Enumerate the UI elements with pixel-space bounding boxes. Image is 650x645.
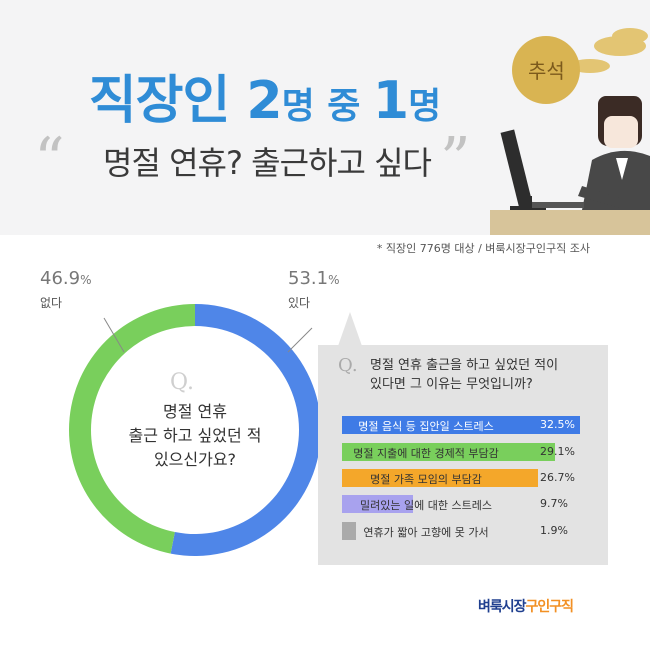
- bar-fill: [342, 522, 356, 540]
- bar-label: 밀려있는 일에 대한 스트레스: [360, 499, 492, 512]
- open-quote-mark: “: [34, 125, 65, 195]
- panel-question-line: 명절 연휴 출근을 하고 싶었던 적이: [370, 358, 559, 373]
- yes-label: 있다: [288, 296, 311, 310]
- bar-row: 명절 음식 등 집안일 스트레스 32.5%: [342, 416, 588, 434]
- bar-label: 명절 지출에 대한 경제적 부담감: [353, 447, 499, 460]
- bar-fill: [342, 443, 556, 461]
- logo-part: 구인구직: [525, 599, 575, 615]
- keyboard-icon: [532, 202, 584, 208]
- monitor-icon: [500, 129, 546, 211]
- headline-part: 명: [408, 86, 442, 127]
- bar-value: 9.7%: [540, 497, 568, 510]
- worker-arm: [578, 186, 620, 208]
- headline-part: 명 중: [281, 86, 373, 127]
- donut-question: 명절 연휴 출근 하고 싶었던 적 있으신가요?: [95, 400, 295, 472]
- bar-value: 29.1%: [540, 445, 575, 458]
- office-worker-illustration: 추석: [490, 28, 650, 235]
- no-value: 46.9: [40, 268, 81, 289]
- panel-question-mark: Q.: [338, 355, 358, 376]
- donut-chart: [68, 304, 321, 556]
- donut-slice-no: [68, 304, 195, 554]
- bar-row: 연휴가 짧아 고향에 못 가서 1.9%: [342, 522, 588, 540]
- bar-fill: [342, 495, 414, 513]
- yes-unit: %: [328, 273, 340, 287]
- moon-badge-icon: [512, 36, 580, 104]
- no-unit: %: [80, 273, 92, 287]
- bar-value: 26.7%: [540, 471, 575, 484]
- headline-part: 1: [372, 71, 409, 131]
- donut-question-line: 출근 하고 싶었던 적: [128, 426, 262, 445]
- bar-row: 명절 가족 모임의 부담감 26.7%: [342, 469, 588, 487]
- badge-label: 추석: [528, 59, 565, 83]
- desk: [490, 210, 650, 235]
- bar-value: 32.5%: [540, 418, 575, 431]
- cloud-decoration: [570, 28, 648, 73]
- panel-question: 명절 연휴 출근을 하고 싶었던 적이 있다면 그 이유는 무엇입니까?: [370, 356, 590, 394]
- no-label: 없다: [40, 296, 63, 310]
- donut-slice-yes: [170, 304, 321, 556]
- worker-head: [598, 96, 642, 148]
- leader-line: [103, 317, 125, 353]
- donut-question-mark: Q.: [170, 370, 194, 395]
- worker-shirt: [616, 158, 628, 180]
- bar-label: 명절 가족 모임의 부담감: [370, 473, 482, 486]
- panel-pointer: [338, 312, 362, 346]
- headline-part: 직장인 2: [88, 71, 283, 131]
- bar-row: 밀려있는 일에 대한 스트레스 9.7%: [342, 495, 588, 513]
- yes-value: 53.1: [288, 268, 329, 289]
- bar-value: 1.9%: [540, 524, 568, 537]
- bar-fill: [342, 416, 580, 434]
- no-percentage: 46.9%: [40, 268, 91, 289]
- bar-label: 연휴가 짧아 고향에 못 가서: [363, 526, 489, 539]
- panel-question-line: 있다면 그 이유는 무엇입니까?: [370, 377, 533, 392]
- donut-question-line: 명절 연휴: [163, 402, 227, 421]
- bar-label: 명절 음식 등 집안일 스트레스: [358, 420, 494, 433]
- worker-suit: [580, 150, 650, 220]
- brand-logo: 벼룩시장구인구직: [478, 596, 575, 616]
- bar-fill: [342, 469, 538, 487]
- headline: 직장인 2명 중 1명: [50, 58, 480, 133]
- yes-percentage: 53.1%: [288, 268, 339, 289]
- leader-line: [287, 327, 313, 353]
- close-quote-mark: ”: [440, 125, 471, 195]
- donut-question-line: 있으신가요?: [153, 450, 237, 469]
- headline-subtitle: 명절 연휴? 출근하고 싶다: [103, 144, 432, 182]
- source-note: * 직장인 776명 대상 / 벼룩시장구인구직 조사: [376, 242, 590, 255]
- logo-part: 벼룩시장: [478, 599, 527, 615]
- bar-row: 명절 지출에 대한 경제적 부담감 29.1%: [342, 443, 588, 461]
